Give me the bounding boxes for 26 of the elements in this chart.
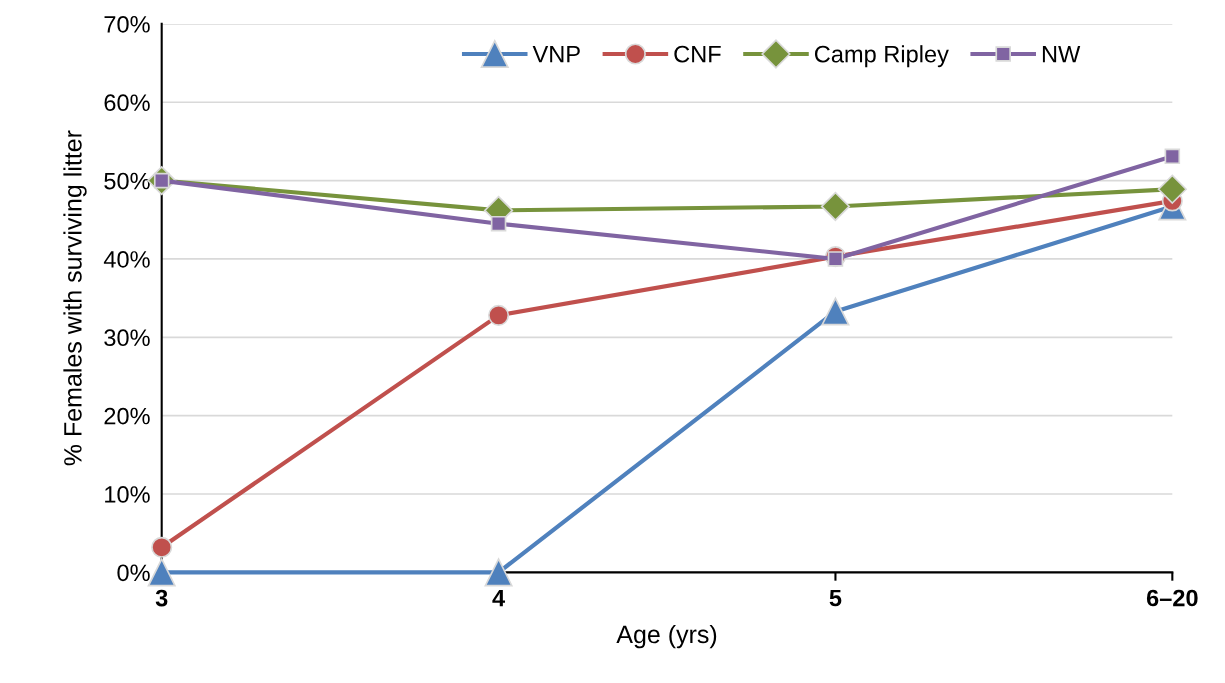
point — [151, 536, 173, 558]
legend-label: VNP — [532, 46, 580, 63]
point — [490, 215, 507, 232]
point — [488, 304, 510, 326]
y-tick-label: 70% — [104, 15, 150, 33]
legend-label: CNF — [674, 45, 721, 63]
y-tick-label: 60% — [104, 94, 150, 112]
point — [484, 558, 513, 587]
y-tick-label: 0% — [117, 564, 150, 582]
point — [1164, 148, 1181, 165]
point — [1157, 174, 1187, 204]
x-axis-title: Age (yrs) — [616, 624, 717, 649]
x-tick-label: 6–20 — [1146, 589, 1198, 607]
legend-label: Camp Ripley — [814, 45, 949, 68]
y-tick-label: 20% — [104, 407, 150, 425]
y-tick-label: 10% — [105, 486, 150, 503]
x-tick-label: 4 — [492, 589, 506, 607]
point — [821, 297, 850, 326]
x-tick-label: 5 — [829, 589, 842, 607]
y-tick-label: 40% — [103, 251, 150, 268]
legend-label: NW — [1042, 46, 1081, 63]
y-axis-title: % Females with surviving litter — [63, 130, 87, 466]
y-tick-label: 50% — [104, 172, 150, 190]
point — [820, 191, 851, 222]
y-tick-label: 30% — [104, 329, 150, 347]
x-tick-label: 3 — [155, 589, 168, 607]
